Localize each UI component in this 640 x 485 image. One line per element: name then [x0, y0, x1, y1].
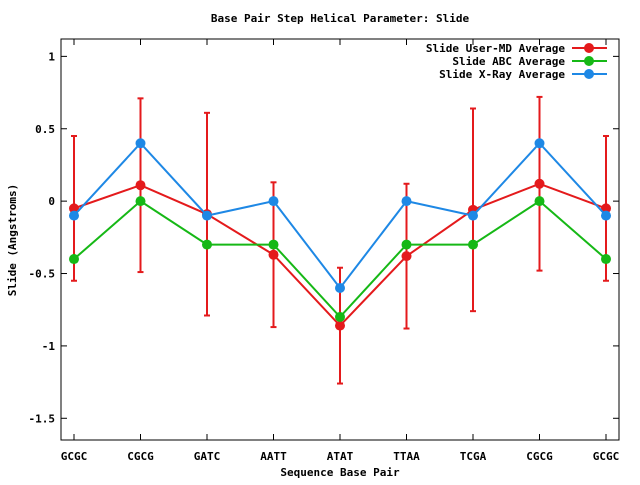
data-point	[268, 239, 279, 250]
data-point	[268, 196, 279, 207]
series-group	[69, 138, 611, 293]
data-point	[135, 138, 146, 149]
series-layer	[69, 95, 611, 385]
x-tick-label: CGCG	[127, 450, 154, 463]
x-tick-label: TTAA	[393, 450, 420, 463]
x-tick-label: AATT	[260, 450, 287, 463]
data-point	[202, 210, 212, 221]
data-point	[601, 254, 611, 265]
data-point	[335, 320, 345, 331]
y-tick-label: -1.5	[29, 412, 56, 425]
data-point	[401, 251, 412, 262]
data-point	[401, 239, 412, 250]
y-tick-label: 0.5	[35, 123, 55, 136]
data-point	[335, 311, 345, 322]
data-point	[534, 196, 545, 207]
x-tick-label: GCGC	[593, 450, 620, 463]
legend-swatch-marker	[584, 56, 594, 66]
x-tick-label: ATAT	[327, 450, 354, 463]
data-point	[335, 282, 345, 293]
data-point	[534, 178, 545, 189]
data-point	[69, 203, 79, 214]
y-tick-label: 1	[48, 50, 55, 63]
y-tick-label: -1	[42, 340, 56, 353]
x-tick-label: GATC	[194, 450, 221, 463]
data-point	[468, 210, 478, 221]
x-tick-label: TCGA	[460, 450, 487, 463]
tick-layer: 1 0.5 0 -0.5 -1 -1.5 GCGC CGCG GATC AATT ATAT TTAA T…	[29, 39, 620, 463]
data-point	[601, 210, 611, 221]
data-point	[202, 239, 212, 250]
data-point	[268, 249, 279, 260]
chart-title: Base Pair Step Helical Parameter: Slide	[211, 12, 470, 25]
data-point	[601, 203, 611, 214]
data-point	[69, 210, 79, 221]
series-group	[69, 95, 611, 385]
series-line	[73, 141, 607, 290]
legend-label: Slide User-MD Average	[426, 42, 565, 55]
legend-label: Slide ABC Average	[452, 55, 565, 68]
y-axis-title: Slide (Angstroms)	[6, 184, 19, 297]
x-tick-label: GCGC	[61, 450, 88, 463]
data-point	[468, 239, 478, 250]
x-axis-title: Sequence Base Pair	[280, 466, 400, 479]
data-point	[135, 196, 146, 207]
y-tick-label: -0.5	[29, 268, 56, 281]
data-point	[401, 196, 412, 207]
legend-label: Slide X-Ray Average	[439, 68, 565, 81]
x-tick-label: CGCG	[526, 450, 553, 463]
data-point	[534, 138, 545, 149]
y-tick-label: 0	[48, 195, 55, 208]
data-point	[135, 180, 146, 191]
series-group	[69, 196, 611, 322]
legend-swatch-marker	[584, 43, 594, 53]
data-point	[69, 254, 79, 265]
legend-swatch-marker	[584, 69, 594, 79]
plot-frame	[60, 38, 620, 441]
